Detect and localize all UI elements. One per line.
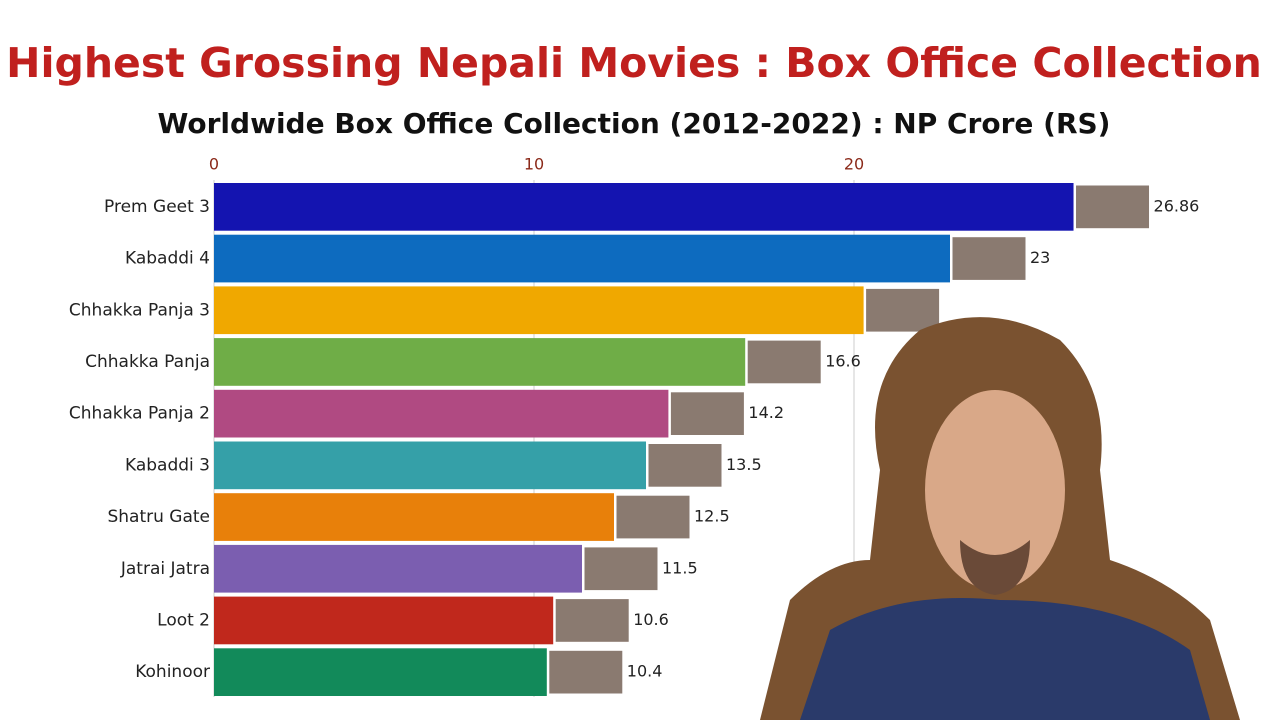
bar xyxy=(214,441,646,490)
value-label: 10.6 xyxy=(633,610,669,629)
poster xyxy=(669,391,745,436)
poster xyxy=(746,339,822,385)
x-tick-label: 20 xyxy=(844,155,864,174)
beard xyxy=(960,540,1030,595)
bar xyxy=(214,493,614,541)
bar xyxy=(214,544,582,593)
poster xyxy=(1075,184,1151,230)
x-tick-label: 0 xyxy=(209,155,219,174)
poster xyxy=(647,443,723,488)
x-tick-label: 10 xyxy=(524,155,544,174)
bar xyxy=(214,389,669,438)
y-tick-label: Loot 2 xyxy=(157,610,210,630)
value-label: 12.5 xyxy=(694,507,730,526)
bar xyxy=(214,596,554,645)
y-tick-label: Chhakka Panja 3 xyxy=(69,300,210,320)
featured-photo xyxy=(760,317,1240,720)
value-label: 23 xyxy=(1030,248,1050,267)
bar xyxy=(214,286,864,335)
poster xyxy=(548,649,624,695)
jacket xyxy=(800,598,1210,720)
value-label: 14.2 xyxy=(748,403,784,422)
poster xyxy=(583,546,659,592)
y-tick-label: Prem Geet 3 xyxy=(104,197,210,217)
bar xyxy=(214,183,1074,231)
y-tick-label: Shatru Gate xyxy=(107,507,210,527)
value-label: 10.4 xyxy=(627,662,663,681)
y-tick-label: Kabaddi 3 xyxy=(125,455,210,475)
chart-title: Highest Grossing Nepali Movies : Box Off… xyxy=(6,39,1262,87)
y-tick-label: Kabaddi 4 xyxy=(125,249,210,269)
y-tick-label: Jatrai Jatra xyxy=(120,559,210,579)
poster xyxy=(554,598,630,643)
value-label: 11.5 xyxy=(662,558,698,577)
chart-subtitle: Worldwide Box Office Collection (2012-20… xyxy=(158,107,1111,140)
poster xyxy=(951,236,1027,281)
poster xyxy=(615,494,691,540)
bar xyxy=(214,338,746,386)
poster xyxy=(865,287,941,333)
bar xyxy=(214,234,950,283)
bar xyxy=(214,648,547,696)
value-label: 16.6 xyxy=(825,351,861,370)
value-label: 26.86 xyxy=(1154,196,1200,215)
y-tick-label: Chhakka Panja 2 xyxy=(69,404,210,424)
y-tick-label: Chhakka Panja xyxy=(85,352,210,372)
y-tick-label: Kohinoor xyxy=(135,662,210,682)
value-label: 13.5 xyxy=(726,455,762,474)
bars: Prem Geet 3 26.86 Kabaddi 4 23 Chhakka Panja… xyxy=(69,183,1199,696)
